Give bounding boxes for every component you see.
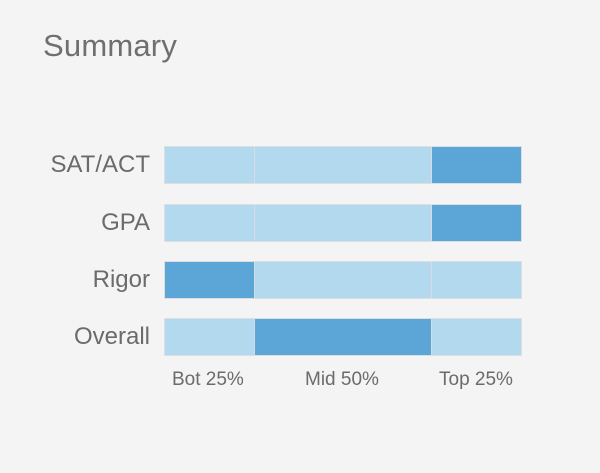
segment-bot [165,205,254,241]
row-label-sat-act: SAT/ACT [50,151,150,178]
bar-rigor [164,261,522,299]
segment-mid-active [254,319,432,355]
row-label-overall: Overall [73,323,150,350]
segment-mid [254,147,432,183]
axis-label-top: Top 25% [439,369,513,390]
row-label-rigor: Rigor [92,266,150,293]
segment-bot-active [165,262,254,298]
segment-top [432,319,521,355]
bar-sat-act [164,146,522,184]
bar-gpa [164,204,522,242]
summary-title: Summary [43,28,178,63]
bar-overall [164,318,522,356]
segment-bot [165,147,254,183]
axis-label-bot: Bot 25% [172,369,244,390]
segment-top-active [432,147,521,183]
row-label-gpa: GPA [101,209,150,236]
axis-label-mid: Mid 50% [305,369,379,390]
segment-mid [254,205,432,241]
segment-top [432,262,521,298]
segment-top-active [432,205,521,241]
segment-bot [165,319,254,355]
segment-mid [254,262,432,298]
